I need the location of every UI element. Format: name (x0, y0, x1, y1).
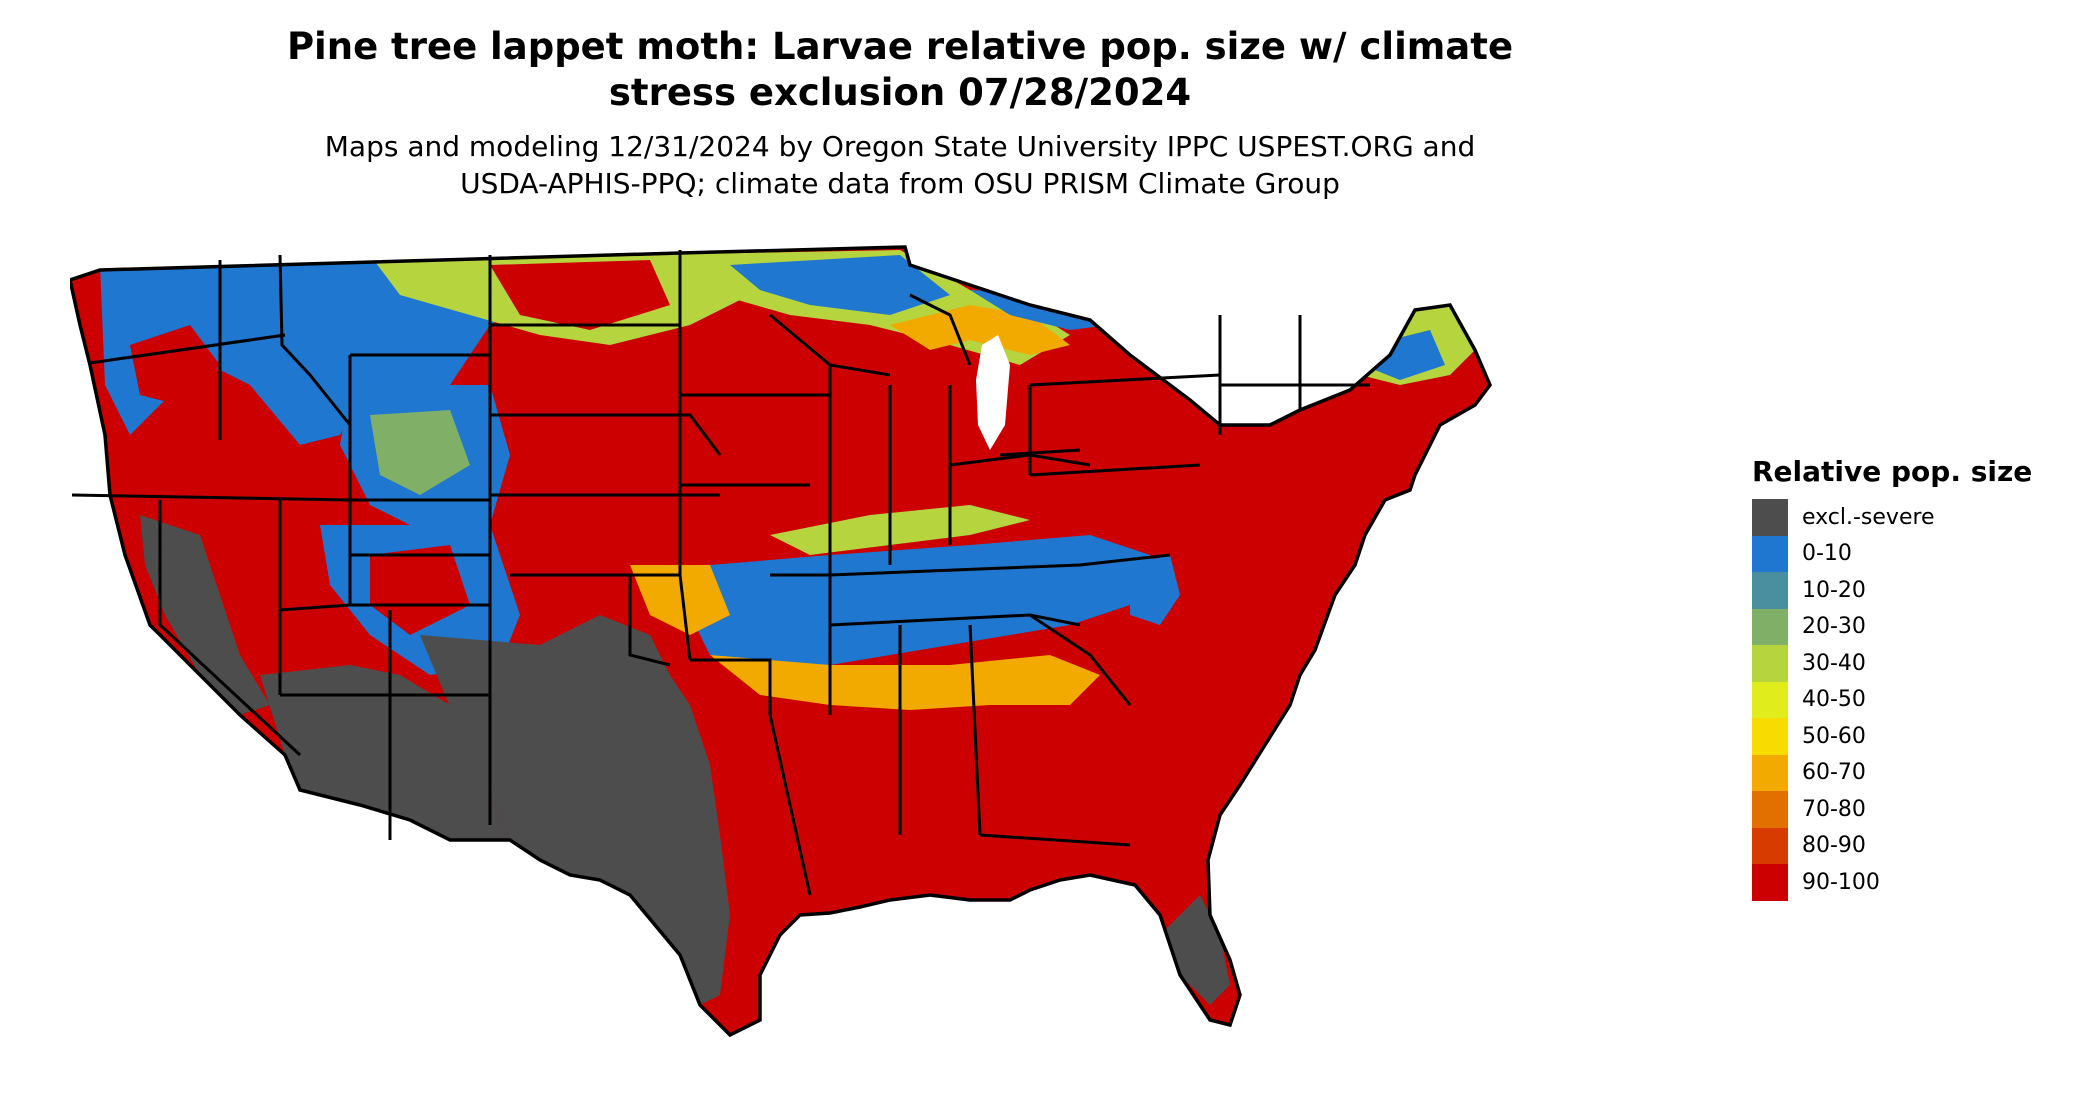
border-pa-ny (1029, 373, 1221, 387)
zone-utah-red (370, 545, 470, 635)
zone-oklahoma-fringe (630, 565, 730, 635)
border-wa-or (89, 333, 286, 365)
legend-label: 60-70 (1802, 760, 1866, 786)
legend-item: excl.-severe (1752, 499, 2032, 536)
zone-desert-southwest-exclusion (260, 665, 510, 840)
border-ca-nv (158, 500, 302, 757)
legend-label: excl.-severe (1802, 504, 1935, 530)
legend-item: 90-100 (1752, 864, 2032, 901)
suitability-raster (70, 247, 1490, 1035)
legend-swatch (1752, 608, 1788, 645)
zone-montana-red (490, 260, 670, 330)
zone-minnesota-blue (730, 255, 950, 315)
legend-item: 30-40 (1752, 645, 2032, 682)
legend-label: 70-80 (1802, 796, 1866, 822)
legend-label: 20-30 (1802, 614, 1866, 640)
legend-swatch (1752, 499, 1788, 536)
zone-puget-red (130, 325, 220, 405)
zone-wyoming-mid (370, 410, 470, 495)
legend-item: 50-60 (1752, 718, 2032, 755)
border-tn-north (829, 563, 1081, 577)
legend-label: 0-10 (1802, 541, 1852, 567)
lake-michigan (976, 335, 1010, 450)
legend-swatch (1752, 718, 1788, 755)
border-sd-ne (490, 413, 722, 456)
legend-items: excl.-severe 0-10 10-20 20-30 30-40 40-50 50-6… (1752, 499, 2032, 901)
map-title: Pine tree lappet moth: Larvae relative p… (180, 24, 1620, 116)
border-wi-north (769, 313, 891, 377)
legend: Relative pop. size excl.-severe 0-10 10-20… (1752, 455, 2032, 901)
legend-item: 80-90 (1752, 827, 2032, 864)
legend-title: Relative pop. size (1752, 455, 2033, 488)
legend-label: 40-50 (1802, 687, 1866, 713)
legend-item: 0-10 (1752, 535, 2032, 572)
legend-item: 40-50 (1752, 681, 2032, 718)
state-boundaries (71, 250, 1370, 896)
legend-label: 10-20 (1802, 577, 1866, 603)
border-fl-north (979, 833, 1131, 847)
legend-swatch (1752, 864, 1788, 901)
legend-item: 60-70 (1752, 754, 2032, 791)
legend-item: 10-20 (1752, 572, 2032, 609)
border-or-ca-nv (71, 493, 351, 502)
border-mi-oh (999, 448, 1081, 457)
border-nc-va (1079, 553, 1171, 567)
us-map (70, 245, 1492, 1037)
legend-swatch (1752, 827, 1788, 864)
legend-swatch (1752, 791, 1788, 828)
legend-swatch (1752, 681, 1788, 718)
legend-label: 90-100 (1802, 869, 1880, 895)
zone-gulf-transition (710, 655, 1100, 710)
title-line-1: Pine tree lappet moth: Larvae relative p… (286, 25, 1514, 68)
border-pa-south (1029, 463, 1201, 477)
legend-swatch (1752, 754, 1788, 791)
legend-item: 70-80 (1752, 791, 2032, 828)
zone-ohio-valley-fringe (770, 505, 1030, 555)
border-ok-ar (678, 574, 692, 661)
subtitle-line-1: Maps and modeling 12/31/2024 by Oregon S… (324, 130, 1476, 163)
subtitle-line-2: USDA-APHIS-PPQ; climate data from OSU PR… (460, 167, 1340, 200)
zone-carolina-coast-blue (1130, 555, 1180, 625)
legend-swatch (1752, 535, 1788, 572)
border-tx-ok (628, 575, 671, 667)
legend-item: 20-30 (1752, 608, 2032, 645)
legend-label: 80-90 (1802, 833, 1866, 859)
legend-swatch (1752, 645, 1788, 682)
legend-label: 30-40 (1802, 650, 1866, 676)
border-ar-la (690, 658, 812, 896)
border-ga-sc (1029, 613, 1132, 706)
map-subtitle: Maps and modeling 12/31/2024 by Oregon S… (180, 128, 1620, 202)
border-al-ga (968, 624, 982, 836)
zone-california-valley-exclusion (140, 515, 270, 715)
zone-texas-exclusion (420, 615, 730, 1005)
border-michigan-up (909, 293, 972, 366)
title-line-2: stress exclusion 07/28/2024 (608, 71, 1192, 114)
legend-swatch (1752, 572, 1788, 609)
legend-label: 50-60 (1802, 723, 1866, 749)
